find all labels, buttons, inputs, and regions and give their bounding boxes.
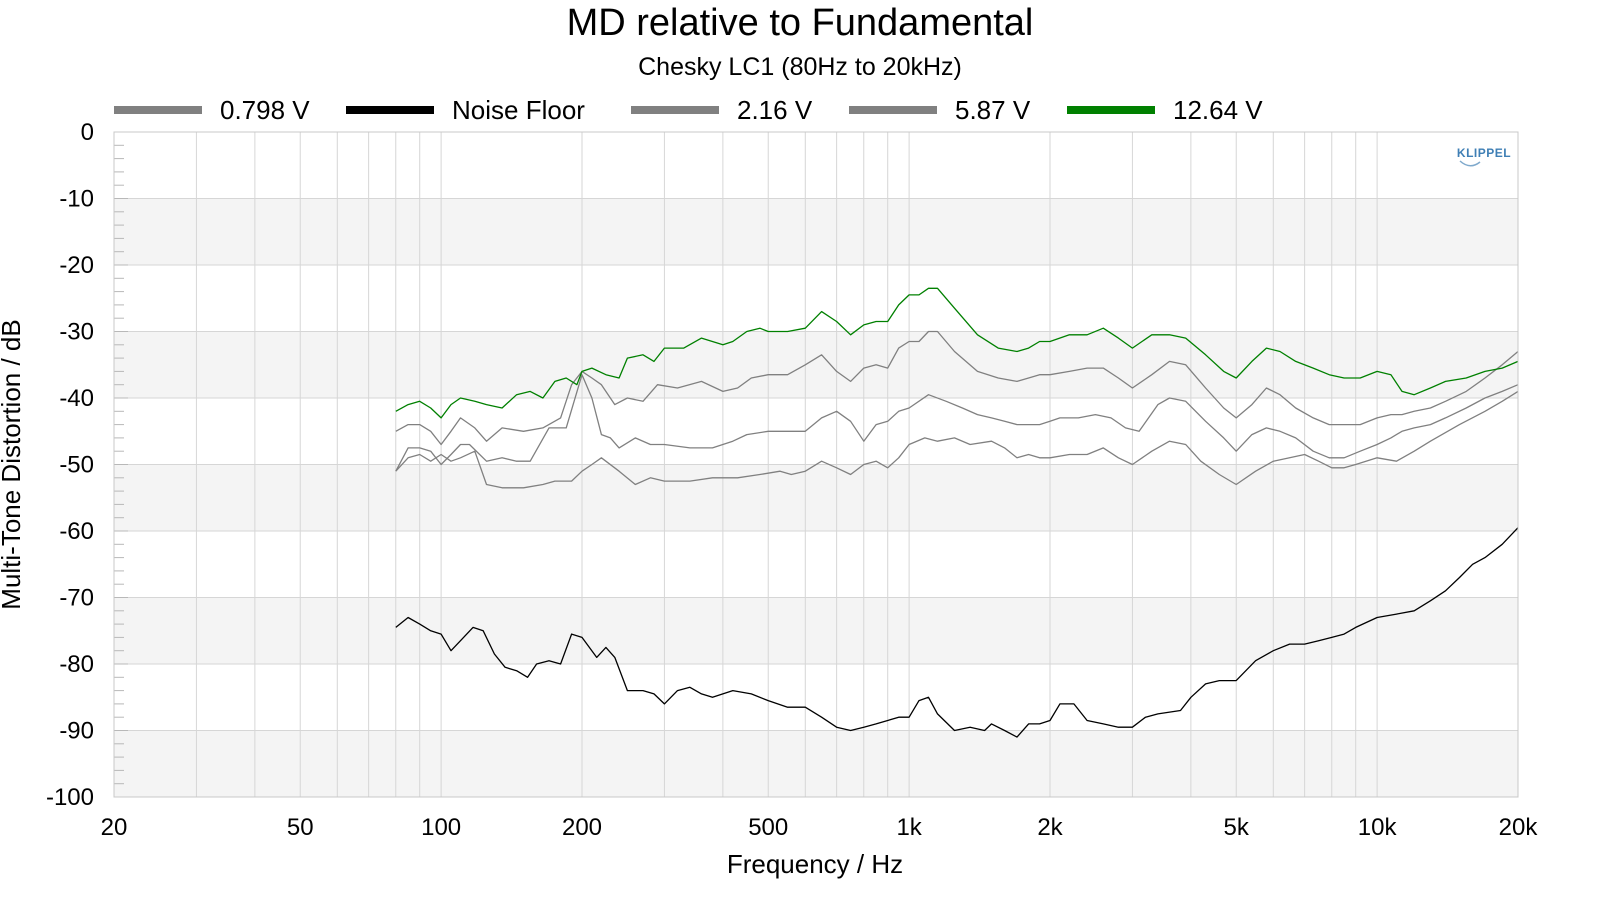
legend-swatch <box>346 106 434 114</box>
series-line-5-87-v <box>395 330 1519 446</box>
x-tick-label: 500 <box>748 814 788 841</box>
legend-swatch <box>631 106 719 114</box>
plot-band <box>114 730 1518 797</box>
klippel-logo: KLIPPEL <box>1457 146 1511 167</box>
x-tick-label: 10k <box>1358 814 1398 841</box>
plot-band <box>114 198 1518 265</box>
legend-label: 5.87 V <box>955 94 1031 125</box>
x-tick-label: 50 <box>287 814 314 841</box>
legend-label: 0.798 V <box>220 94 310 125</box>
series-line-noise-floor <box>395 527 1519 738</box>
series-line-0-798-v <box>395 390 1519 489</box>
x-tick-label: 1k <box>896 814 922 841</box>
x-tick-label: 20k <box>1499 814 1539 841</box>
x-tick-label: 5k <box>1224 814 1250 841</box>
y-tick-label: -60 <box>59 518 94 545</box>
y-tick-label: -20 <box>59 252 94 279</box>
series-line-2-16-v <box>395 374 1519 472</box>
legend-item-216v: 2.16 V <box>631 90 812 130</box>
axis-ticks <box>114 131 128 798</box>
chart-title: MD relative to Fundamental <box>566 2 1034 44</box>
x-axis-label: Frequency / Hz <box>727 849 903 879</box>
y-tick-label: -50 <box>59 452 94 479</box>
y-tick-label: -10 <box>59 186 94 213</box>
chart-subtitle: Chesky LC1 (80Hz to 20kHz) <box>638 53 962 81</box>
plot-band <box>114 331 1518 398</box>
y-tick-label: -70 <box>59 585 94 612</box>
legend-item-noise-floor: Noise Floor <box>346 90 585 130</box>
legend-label: 12.64 V <box>1173 94 1263 125</box>
legend-item-587v: 5.87 V <box>849 90 1030 130</box>
logo-arc-icon <box>1459 160 1481 167</box>
y-axis-label: Multi-Tone Distortion / dB <box>0 319 26 609</box>
plot-frame <box>113 131 1519 798</box>
y-tick-label: -80 <box>59 651 94 678</box>
y-tick-label: -30 <box>59 319 94 346</box>
chart-legend: 0.798 V Noise Floor 2.16 V 5.87 V 12.64 … <box>0 90 1600 130</box>
legend-swatch <box>114 106 202 114</box>
y-tick-label: 0 <box>81 119 94 146</box>
legend-item-0798v: 0.798 V <box>114 90 310 130</box>
legend-label: 2.16 V <box>737 94 813 125</box>
plot-band <box>114 464 1518 531</box>
klippel-logo-text: KLIPPEL <box>1457 146 1511 160</box>
x-tick-label: 100 <box>421 814 461 841</box>
series-line-12-64-v <box>395 287 1519 419</box>
legend-label: Noise Floor <box>452 94 585 125</box>
legend-swatch <box>849 106 937 114</box>
legend-swatch <box>1067 106 1155 114</box>
y-tick-label: -100 <box>46 784 94 811</box>
x-tick-label: 200 <box>562 814 602 841</box>
legend-item-1264v: 12.64 V <box>1067 90 1263 130</box>
y-tick-label: -40 <box>59 385 94 412</box>
x-tick-label: 2k <box>1037 814 1063 841</box>
y-tick-label: -90 <box>59 718 94 745</box>
plot-band <box>114 597 1518 664</box>
tick-labels: 0 -10 -20 -30 -40 -50 -60 -70 -80 -90 -100 20 50 100 2… <box>46 119 1538 841</box>
x-tick-label: 20 <box>101 814 128 841</box>
series-lines <box>395 287 1519 738</box>
